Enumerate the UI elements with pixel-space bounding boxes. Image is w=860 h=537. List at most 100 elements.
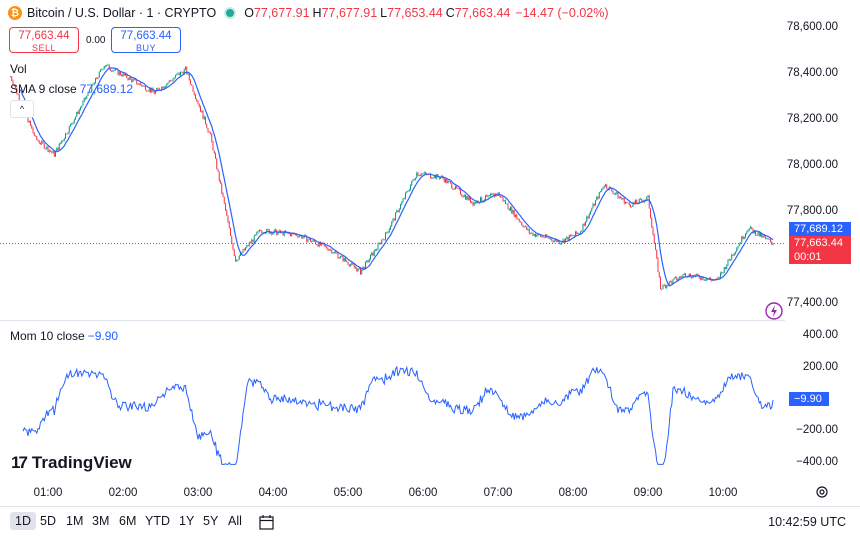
- candle-body: [633, 202, 635, 204]
- symbol-legend[interactable]: ₿ Bitcoin / U.S. Dollar · 1 · CRYPTO O 77…: [8, 6, 609, 20]
- candle-body: [58, 143, 60, 151]
- candle-body: [193, 91, 195, 96]
- candle-body: [755, 230, 756, 236]
- candle-body: [585, 221, 586, 226]
- candlestick-series[interactable]: [10, 63, 774, 291]
- candle-body: [233, 249, 235, 256]
- candle-body: [51, 151, 53, 153]
- candle-body: [457, 188, 459, 190]
- momentum-indicator-legend[interactable]: Mom 10 close −9.90: [10, 329, 118, 343]
- candle-body: [402, 198, 404, 202]
- sell-button[interactable]: 77,663.44 SELL: [9, 27, 79, 53]
- range-all-button[interactable]: All: [228, 514, 242, 528]
- candle-body: [87, 92, 89, 96]
- candle-body: [123, 73, 125, 76]
- candle-body: [741, 236, 743, 243]
- candle-body: [347, 262, 349, 265]
- settings-gear-icon[interactable]: [815, 485, 829, 499]
- candle-body: [750, 226, 751, 229]
- close-value: 77,663.44: [454, 6, 511, 20]
- candle-body: [333, 251, 335, 253]
- utc-clock[interactable]: 10:42:59 UTC: [768, 515, 846, 529]
- candle-body: [542, 236, 544, 238]
- candle-body: [618, 196, 620, 198]
- candle-body: [641, 198, 643, 201]
- range-1y-button[interactable]: 1Y: [179, 514, 195, 528]
- candle-body: [350, 264, 351, 267]
- time-tick: 01:00: [33, 487, 63, 499]
- candle-body: [456, 185, 458, 189]
- candle-body: [336, 252, 338, 254]
- candle-body: [85, 97, 86, 99]
- candle-body: [522, 224, 524, 228]
- candle-body: [598, 192, 600, 199]
- candle-body: [117, 69, 119, 75]
- candle-body: [601, 189, 603, 192]
- candle-body: [188, 73, 190, 80]
- candle-body: [592, 203, 594, 209]
- candle-body: [178, 73, 180, 76]
- candle-body: [88, 92, 90, 93]
- buy-button[interactable]: 77,663.44 BUY: [111, 27, 181, 53]
- time-tick: 04:00: [258, 487, 288, 499]
- low-label: L: [380, 6, 388, 20]
- candle-body: [270, 232, 271, 234]
- candle-body: [451, 183, 453, 189]
- candle-body: [295, 234, 296, 236]
- range-ytd-button[interactable]: YTD: [145, 514, 170, 528]
- candle-body: [537, 233, 539, 236]
- open-value: 77,677.91: [253, 6, 310, 20]
- tradingview-logo[interactable]: 17 TradingView: [11, 453, 132, 473]
- candle-body: [453, 189, 455, 190]
- range-3m-button[interactable]: 3M: [92, 514, 110, 528]
- candle-body: [156, 88, 158, 91]
- candle-body: [98, 71, 100, 78]
- candle-body: [245, 247, 246, 250]
- buy-price: 77,663.44: [120, 30, 172, 42]
- candle-body: [260, 229, 261, 231]
- candle-body: [195, 95, 196, 99]
- candle-body: [508, 208, 510, 211]
- candle-body: [483, 199, 485, 202]
- candle-body: [200, 106, 201, 112]
- candle-body: [570, 235, 571, 237]
- candle-body: [636, 200, 638, 203]
- calendar-range-icon[interactable]: [259, 515, 275, 530]
- candle-body: [548, 237, 550, 239]
- lightning-icon[interactable]: [764, 301, 784, 321]
- candle-body: [95, 77, 96, 83]
- candle-body: [323, 243, 325, 246]
- candle-body: [698, 275, 700, 279]
- time-tick: 05:00: [333, 487, 363, 499]
- momentum-line[interactable]: [22, 365, 774, 465]
- range-5d-button[interactable]: 5D: [40, 514, 56, 528]
- sma-line[interactable]: [19, 67, 774, 287]
- range-6m-button[interactable]: 6M: [119, 514, 137, 528]
- candle-body: [90, 91, 91, 93]
- symbol-title[interactable]: Bitcoin / U.S. Dollar · 1 · CRYPTO: [27, 6, 217, 20]
- candle-body: [713, 280, 715, 281]
- candle-body: [385, 232, 386, 240]
- candle-body: [356, 268, 358, 272]
- candle-body: [258, 229, 260, 232]
- range-1m-button[interactable]: 1M: [66, 514, 84, 528]
- volume-indicator-legend[interactable]: Vol: [10, 62, 27, 76]
- candle-body: [136, 79, 138, 85]
- sma-indicator-legend[interactable]: SMA 9 close 77,689.12: [10, 82, 133, 96]
- candle-body: [31, 125, 33, 129]
- candle-body: [186, 66, 188, 75]
- candle-body: [572, 235, 574, 237]
- candle-body: [376, 249, 378, 251]
- candle-body: [768, 239, 770, 240]
- candle-body: [670, 281, 671, 283]
- collapse-legend-button[interactable]: ^: [10, 100, 34, 118]
- range-5y-button[interactable]: 5Y: [203, 514, 219, 528]
- candle-body: [97, 77, 99, 79]
- candle-body: [736, 248, 738, 252]
- candle-body: [197, 100, 199, 105]
- candle-body: [387, 232, 389, 234]
- range-1d-button[interactable]: 1D: [10, 512, 36, 530]
- candle-body: [533, 234, 535, 236]
- candle-body: [282, 231, 284, 236]
